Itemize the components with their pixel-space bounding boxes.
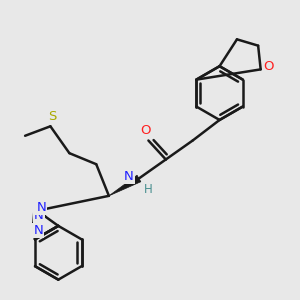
Text: O: O [263,60,274,73]
Text: O: O [140,124,151,137]
Text: N: N [33,224,43,237]
Text: N: N [34,209,44,222]
Polygon shape [109,175,141,196]
Text: N: N [124,170,134,183]
Text: N: N [36,201,46,214]
Text: S: S [48,110,56,123]
Text: H: H [144,183,153,196]
